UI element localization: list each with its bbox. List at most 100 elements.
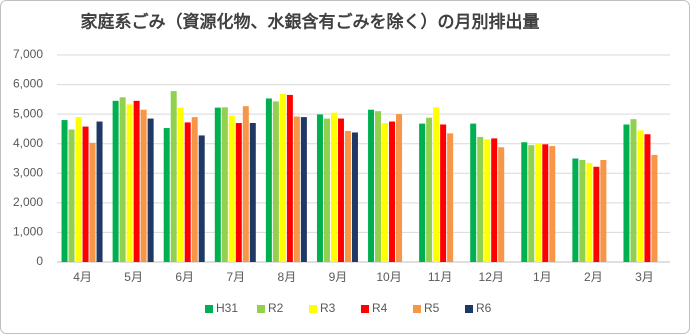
bar — [316, 114, 323, 262]
bar — [89, 142, 96, 262]
legend-swatch — [465, 305, 473, 313]
y-tick-label: 7,000 — [13, 47, 43, 61]
legend-label: H31 — [216, 301, 238, 315]
x-tick-label: 5月 — [124, 270, 143, 284]
x-tick-label: 12月 — [479, 270, 504, 284]
y-tick-label: 4,000 — [13, 136, 43, 150]
x-tick-label: 2月 — [584, 270, 603, 284]
bar — [419, 123, 426, 262]
bar — [228, 115, 235, 262]
bar — [382, 123, 389, 262]
bar — [330, 112, 337, 263]
bar — [396, 114, 403, 263]
legend-label: R4 — [372, 301, 388, 315]
bar — [600, 159, 607, 262]
bar — [126, 104, 133, 263]
bar — [170, 91, 177, 262]
bar — [470, 123, 477, 262]
bar — [535, 143, 542, 262]
bar — [75, 117, 82, 262]
legend-swatch — [413, 305, 421, 313]
bar — [521, 142, 528, 262]
y-tick-label: 2,000 — [13, 195, 43, 209]
bar — [133, 100, 140, 262]
bar — [542, 144, 549, 262]
legend-swatch — [205, 305, 213, 313]
bar — [191, 117, 198, 262]
bar — [112, 100, 119, 262]
bar — [447, 133, 454, 262]
legend-swatch — [309, 305, 317, 313]
bar — [323, 118, 330, 262]
bar — [140, 109, 147, 262]
bar — [375, 111, 382, 262]
bar — [351, 132, 358, 262]
x-tick-label: 6月 — [175, 270, 194, 284]
legend-swatch — [361, 305, 369, 313]
bar — [214, 107, 221, 262]
x-tick-label: 4月 — [73, 270, 92, 284]
bar — [593, 166, 600, 262]
bar — [177, 107, 184, 262]
bar — [389, 121, 396, 263]
bar — [337, 118, 344, 262]
x-tick-label: 10月 — [376, 270, 401, 284]
bar — [68, 129, 75, 262]
bar — [586, 162, 593, 262]
x-tick-label: 9月 — [329, 270, 348, 284]
x-tick-label: 3月 — [635, 270, 654, 284]
bar — [579, 159, 586, 262]
x-tick-label: 8月 — [278, 270, 297, 284]
bar — [630, 119, 637, 262]
bar — [242, 106, 249, 262]
chart-title: 家庭系ごみ（資源化物、水銀含有ごみを除く）の月別排出量 — [81, 11, 540, 31]
x-tick-label: 7月 — [226, 270, 245, 284]
legend-label: R2 — [268, 301, 284, 315]
bar — [163, 128, 170, 262]
bar — [637, 130, 644, 262]
bar — [272, 101, 279, 262]
bar — [147, 118, 154, 262]
bar — [477, 136, 484, 262]
bar — [498, 147, 505, 262]
bar — [221, 107, 228, 262]
y-tick-label: 0 — [36, 254, 43, 268]
bar — [572, 158, 579, 262]
bar — [651, 154, 658, 262]
bar — [235, 123, 242, 262]
bar — [368, 109, 375, 262]
y-tick-label: 3,000 — [13, 165, 43, 179]
bar — [119, 97, 126, 262]
bar — [528, 145, 535, 262]
bar — [426, 117, 433, 262]
bar — [300, 117, 307, 262]
y-tick-label: 6,000 — [13, 77, 43, 91]
legend-label: R3 — [320, 301, 336, 315]
bar — [198, 135, 205, 262]
bar — [286, 94, 293, 263]
legend-label: R6 — [476, 301, 492, 315]
bar — [344, 130, 351, 262]
bar — [484, 139, 491, 262]
bar — [96, 121, 103, 263]
bar — [623, 124, 630, 262]
bar — [433, 107, 440, 262]
bar — [61, 120, 68, 262]
bar — [549, 146, 556, 262]
bar — [82, 126, 89, 262]
legend-swatch — [257, 305, 265, 313]
legend-label: R5 — [424, 301, 440, 315]
bar — [644, 134, 651, 262]
bar — [491, 138, 498, 262]
bar — [249, 123, 256, 262]
y-tick-label: 1,000 — [13, 225, 43, 239]
x-tick-label: 11月 — [428, 270, 452, 284]
bar — [184, 122, 191, 263]
bar — [293, 116, 300, 262]
bar — [265, 98, 272, 262]
y-tick-label: 5,000 — [13, 106, 43, 120]
x-tick-label: 1月 — [533, 270, 552, 284]
bar — [440, 124, 447, 262]
bar — [279, 94, 286, 262]
